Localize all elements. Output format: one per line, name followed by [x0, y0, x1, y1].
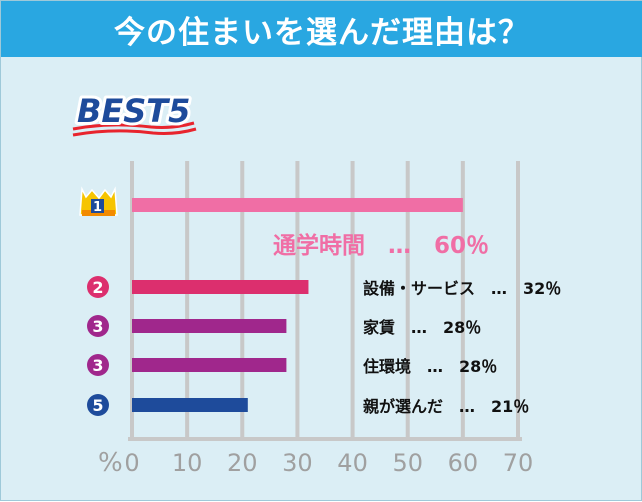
bars: 1 通学時間 … 60％ 2 設備・サービス … 32％ 3 家賃 … 28％ 3 住環境 ……	[79, 186, 561, 416]
badge-underline-2	[72, 127, 197, 137]
rank-number: 3	[92, 317, 103, 336]
rank-number: 1	[93, 200, 102, 215]
rank-circle	[87, 276, 109, 298]
data-label: 通学時間 … 60％	[273, 232, 489, 259]
bar	[132, 280, 309, 294]
best5-badge: BEST5 BEST5	[72, 89, 197, 137]
x-tick-label: 70	[503, 449, 534, 477]
badge-text: BEST5	[77, 92, 190, 130]
x-tick-label: 40	[337, 449, 368, 477]
x-axis: 0 10 20 30 40 50 60 70	[124, 449, 533, 477]
rank-number: 5	[92, 396, 103, 415]
x-tick-label: 30	[282, 449, 313, 477]
badge-text-outline: BEST5	[77, 92, 190, 130]
crown-icon: 1	[79, 186, 118, 216]
data-label: 住環境 … 28％	[363, 357, 497, 376]
rank-circle	[87, 394, 109, 416]
rank-number: 2	[92, 278, 103, 297]
x-tick-label: 20	[227, 449, 258, 477]
unit-label: %	[98, 448, 123, 478]
page-title: 今の住まいを選んだ理由は？	[1, 1, 642, 57]
bar	[132, 358, 287, 372]
bar	[132, 398, 248, 412]
x-tick-label: 60	[448, 449, 479, 477]
x-tick-label: 10	[172, 449, 203, 477]
data-label: 家賃 … 28％	[363, 318, 481, 337]
bar	[132, 198, 463, 212]
rank-plate	[91, 199, 104, 213]
data-label: 設備・サービス … 32％	[363, 279, 561, 298]
x-tick-label: 0	[124, 449, 139, 477]
rank-number: 3	[92, 356, 103, 375]
bar	[132, 319, 287, 333]
x-tick-label: 50	[392, 449, 423, 477]
rank-circle	[87, 315, 109, 337]
badge-underline-1	[72, 121, 195, 131]
data-label: 親が選んだ … 21％	[363, 397, 529, 416]
rank-circle	[87, 354, 109, 376]
